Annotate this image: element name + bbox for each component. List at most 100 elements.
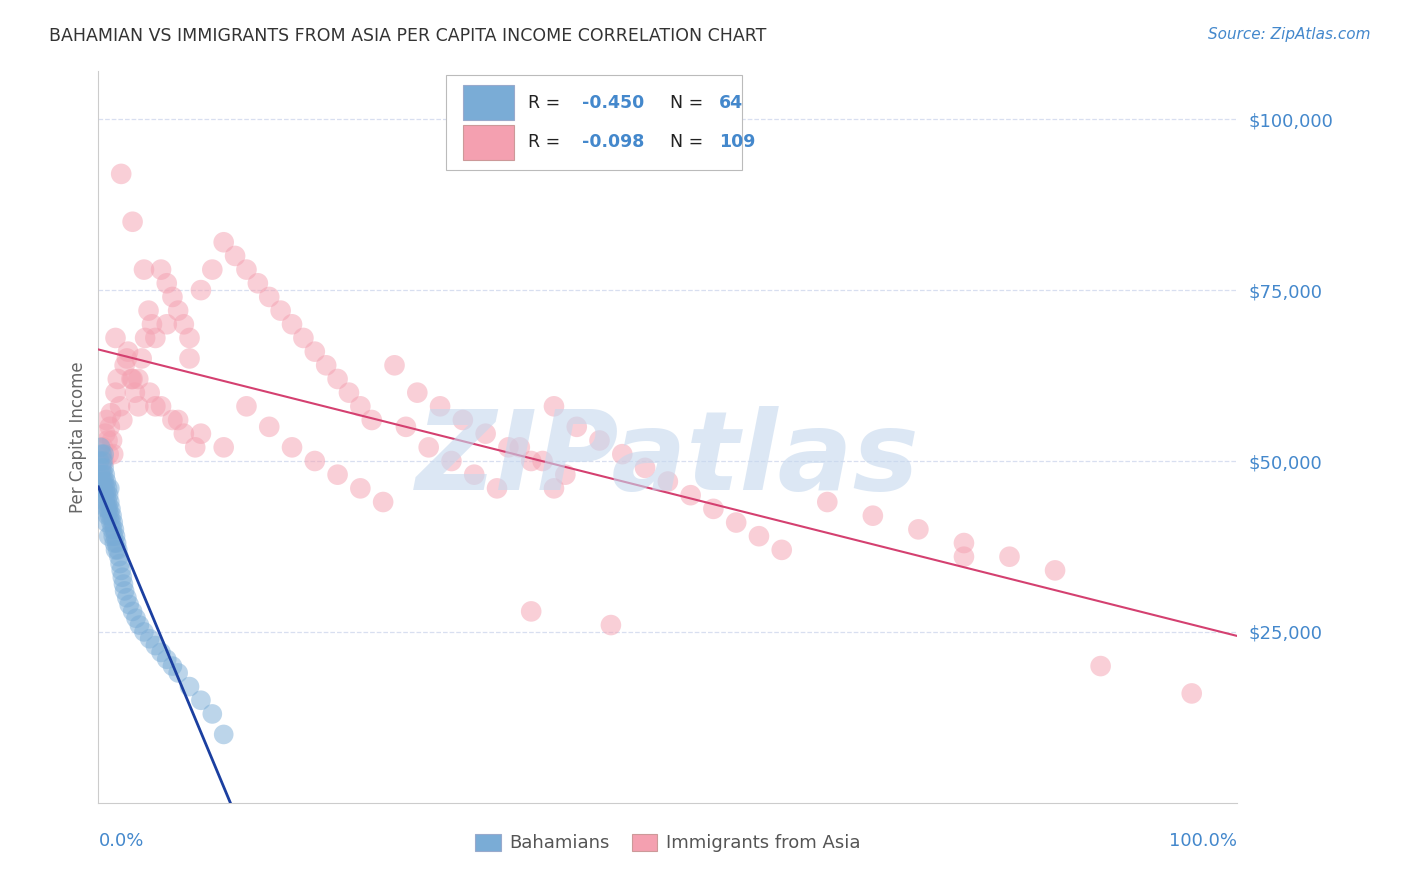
Point — [114, 359, 136, 373]
Point — [93, 447, 115, 461]
Point — [103, 529, 125, 543]
Point — [953, 536, 976, 550]
Point — [509, 440, 531, 454]
Point — [371, 495, 394, 509]
Point — [94, 426, 117, 441]
Point — [117, 344, 139, 359]
Point — [132, 624, 155, 639]
Point — [108, 549, 131, 564]
Text: ZIPatlas: ZIPatlas — [416, 406, 920, 513]
Point — [96, 434, 118, 448]
Point — [141, 318, 163, 332]
Bar — [463, 125, 515, 160]
Text: 0.0%: 0.0% — [98, 832, 143, 850]
Point — [112, 577, 135, 591]
Text: 109: 109 — [718, 133, 755, 152]
Point — [326, 467, 349, 482]
Point — [96, 481, 118, 495]
Point — [98, 481, 121, 495]
Point — [94, 481, 117, 495]
Point — [104, 331, 127, 345]
Point — [93, 454, 115, 468]
Point — [520, 454, 543, 468]
Point — [162, 290, 184, 304]
Point — [127, 400, 149, 414]
Point — [702, 501, 724, 516]
Point — [498, 440, 520, 454]
Point — [91, 454, 114, 468]
Point — [520, 604, 543, 618]
Point — [588, 434, 610, 448]
Point — [349, 481, 371, 495]
Point — [90, 447, 112, 461]
Point — [281, 318, 304, 332]
Point — [138, 303, 160, 318]
Point — [315, 359, 337, 373]
Point — [998, 549, 1021, 564]
Point — [212, 727, 235, 741]
Point — [150, 645, 173, 659]
Point — [440, 454, 463, 468]
Point — [235, 400, 257, 414]
Point — [235, 262, 257, 277]
Point — [184, 440, 207, 454]
Point — [108, 400, 131, 414]
Point — [543, 481, 565, 495]
Point — [132, 262, 155, 277]
Point — [93, 488, 115, 502]
Point — [1090, 659, 1112, 673]
Point — [907, 522, 929, 536]
Point — [100, 406, 122, 420]
Point — [156, 652, 179, 666]
Point — [600, 618, 623, 632]
Point — [127, 372, 149, 386]
Point — [167, 303, 190, 318]
Y-axis label: Per Capita Income: Per Capita Income — [69, 361, 87, 513]
Point — [531, 454, 554, 468]
Point — [304, 454, 326, 468]
Point — [451, 413, 474, 427]
Point — [107, 372, 129, 386]
Point — [111, 570, 134, 584]
Point — [118, 598, 141, 612]
Point — [326, 372, 349, 386]
Point — [125, 611, 148, 625]
Point — [100, 516, 122, 530]
Point — [179, 331, 201, 345]
Point — [167, 413, 190, 427]
Point — [463, 467, 485, 482]
Point — [124, 385, 146, 400]
Point — [101, 522, 124, 536]
Point — [657, 475, 679, 489]
Point — [103, 447, 125, 461]
Point — [115, 591, 138, 605]
Point — [131, 351, 153, 366]
Point — [212, 440, 235, 454]
Point — [179, 680, 201, 694]
Point — [120, 372, 142, 386]
Point — [96, 495, 118, 509]
Point — [110, 563, 132, 577]
Point — [96, 516, 118, 530]
Point — [121, 215, 143, 229]
Point — [190, 426, 212, 441]
Text: BAHAMIAN VS IMMIGRANTS FROM ASIA PER CAPITA INCOME CORRELATION CHART: BAHAMIAN VS IMMIGRANTS FROM ASIA PER CAP… — [49, 27, 766, 45]
Legend: Bahamians, Immigrants from Asia: Bahamians, Immigrants from Asia — [468, 826, 868, 860]
Point — [145, 639, 167, 653]
Bar — [446, 75, 742, 170]
Point — [104, 385, 127, 400]
Point — [486, 481, 509, 495]
Point — [474, 426, 496, 441]
Text: 100.0%: 100.0% — [1170, 832, 1237, 850]
Point — [105, 536, 128, 550]
Point — [108, 557, 131, 571]
Point — [145, 331, 167, 345]
Point — [100, 501, 122, 516]
Point — [156, 277, 179, 291]
Point — [259, 290, 281, 304]
Text: -0.098: -0.098 — [582, 133, 645, 152]
Point — [138, 385, 160, 400]
Text: R =: R = — [527, 94, 565, 112]
Point — [103, 522, 125, 536]
Point — [337, 385, 360, 400]
